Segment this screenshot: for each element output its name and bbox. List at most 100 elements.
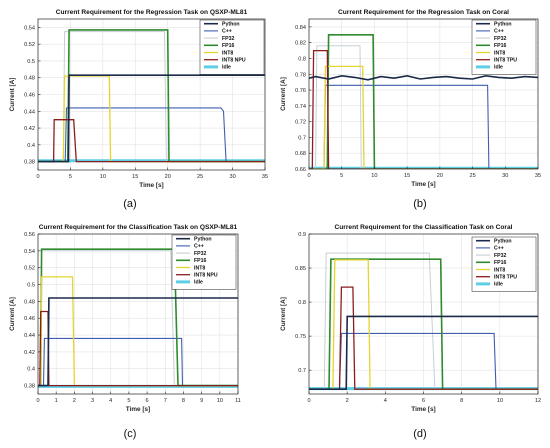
y-tick-label: 0.82 [295, 41, 306, 47]
y-tick-label: 0.54 [24, 25, 35, 31]
x-tick-label: 35 [535, 173, 541, 179]
series-group [309, 33, 538, 169]
y-axis-label: Current [A] [280, 297, 287, 331]
panel-caption: (c) [124, 428, 137, 440]
y-tick-label: 0.85 [295, 266, 306, 272]
x-tick-label: 5 [69, 174, 72, 180]
x-tick-label: 10 [217, 398, 223, 404]
legend-entry-label: C++ [222, 29, 232, 35]
x-tick-label: 8 [182, 398, 185, 404]
y-tick-label: 0.78 [295, 72, 306, 78]
x-tick-label: 20 [437, 173, 443, 179]
y-tick-label: 0.8 [298, 300, 306, 306]
series-line-fp32 [309, 45, 538, 169]
x-tick-label: 10 [100, 174, 106, 180]
legend-entry-label: INT8 TPU [494, 275, 517, 281]
x-tick-label: 2 [346, 398, 349, 404]
legend-entry-label: Python [494, 22, 512, 28]
x-tick-label: 5 [127, 398, 130, 404]
y-tick-label: 0.54 [24, 249, 35, 255]
legend-entry-label: FP16 [494, 43, 507, 49]
y-tick-label: 0.5 [27, 59, 35, 65]
legend-entry-label: C++ [494, 29, 504, 35]
y-tick-label: 0.48 [24, 299, 35, 305]
y-tick-label: 0.44 [24, 109, 35, 115]
chart-title: Current Requirement for the Regression T… [56, 9, 248, 16]
legend-entry-label: INT8 [494, 50, 505, 56]
legend-box [171, 234, 237, 290]
legend-entry-label: FP32 [494, 36, 507, 42]
x-tick-label: 9 [200, 398, 203, 404]
y-tick-label: 0.8 [298, 56, 306, 62]
y-tick-label: 0.76 [295, 88, 306, 94]
y-tick-label: 0.48 [24, 76, 35, 82]
x-tick-label: 0 [36, 174, 39, 180]
x-tick-label: 3 [91, 398, 94, 404]
chart-panel-3: 0 1 2 3 4 5 6 7 8 9 10 11 0.38 0.4 0.42 0.44 0.46 0.48 0.5… [9, 224, 241, 440]
legend-entry-label: FP32 [494, 253, 507, 259]
x-tick-label: 25 [469, 173, 475, 179]
x-tick-label: 4 [384, 398, 387, 404]
series-line-c- [309, 84, 538, 169]
legend-entry-label: Python [194, 237, 212, 243]
y-tick-label: 0.5 [27, 283, 35, 289]
y-tick-label: 0.84 [295, 25, 306, 31]
legend-box [199, 19, 265, 75]
chart-title: Current Requirement for the Regression T… [338, 9, 509, 16]
x-tick-label: 8 [460, 398, 463, 404]
panel-caption: (a) [123, 198, 136, 210]
x-tick-label: 30 [502, 173, 508, 179]
axes-frame [308, 18, 539, 170]
chart-panel-4: 0 2 4 6 8 10 12 0.7 0.75 0.8 0.85 0.9 Current Requir… [280, 224, 541, 440]
x-tick-label: 0 [307, 173, 310, 179]
x-tick-label: 15 [132, 174, 138, 180]
y-tick-label: 0.52 [24, 42, 35, 48]
y-tick-label: 0.4 [27, 367, 35, 373]
chart-title: Current Requirement for the Classificati… [39, 224, 238, 231]
legend-entry-label: C++ [194, 244, 204, 250]
legend-entry-label: C++ [494, 246, 504, 252]
y-axis-label: Current [A] [280, 77, 287, 111]
legend-entry-label: INT8 TPU [494, 58, 517, 64]
x-axis-label: Time [s] [411, 406, 435, 413]
panel-caption: (d) [413, 428, 426, 440]
series-line-python [309, 315, 538, 391]
x-tick-label: 7 [164, 398, 167, 404]
y-tick-label: 0.68 [295, 151, 306, 157]
series-line-python [38, 74, 265, 163]
legend-entry-label: INT8 NPU [194, 273, 218, 279]
legend-box [471, 19, 537, 75]
y-axis-label: Current [A] [9, 78, 16, 112]
x-tick-label: 6 [422, 398, 425, 404]
x-axis-label: Time [s] [126, 406, 150, 413]
x-tick-label: 1 [55, 398, 58, 404]
legend-entry-label: Idle [194, 280, 203, 286]
series-line-int8-tpu [309, 49, 538, 169]
x-tick-label: 4 [109, 398, 112, 404]
legend-entry-label: Idle [222, 65, 231, 71]
y-tick-label: 0.56 [24, 232, 35, 238]
x-tick-label: 10 [497, 398, 503, 404]
y-tick-label: 0.42 [24, 126, 35, 132]
legend-entry-label: FP32 [194, 251, 207, 257]
y-tick-label: 0.44 [24, 333, 35, 339]
y-tick-label: 0.38 [24, 384, 35, 390]
series-group [309, 252, 538, 391]
legend-entry-label: Idle [494, 282, 503, 288]
x-tick-label: 35 [262, 174, 268, 180]
legend-entry-label: INT8 NPU [222, 58, 246, 64]
legend-entry-label: Idle [494, 65, 503, 71]
series-line-python [309, 74, 538, 81]
x-tick-label: 11 [235, 398, 241, 404]
y-axis-label: Current [A] [9, 297, 16, 331]
legend-entry-label: Python [494, 239, 512, 245]
legend-entry-label: Python [222, 22, 240, 28]
x-tick-label: 25 [197, 174, 203, 180]
legend-box [471, 236, 537, 292]
series-line-fp16 [309, 33, 538, 169]
x-tick-label: 12 [535, 398, 541, 404]
